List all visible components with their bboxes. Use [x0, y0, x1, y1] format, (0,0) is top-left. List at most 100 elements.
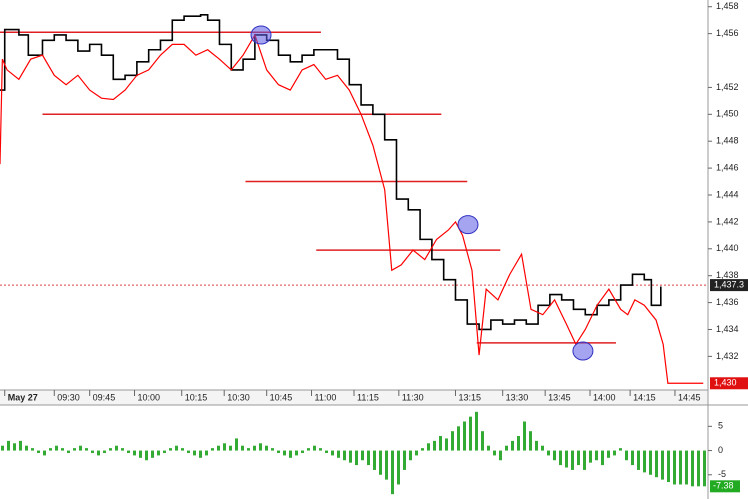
osc-bar: [559, 450, 562, 466]
osc-bar: [655, 450, 658, 478]
osc-bar: [223, 443, 226, 451]
osc-bar: [475, 411, 478, 451]
osc-bar: [205, 450, 208, 456]
x-tick-label: 14:15: [633, 392, 656, 402]
osc-bar: [211, 448, 214, 451]
osc-bar: [427, 443, 430, 451]
osc-bar: [151, 450, 154, 458]
osc-bar: [601, 450, 604, 466]
osc-bar: [127, 450, 130, 453]
osc-bar: [103, 450, 106, 453]
osc-tick-label: 5: [718, 421, 723, 431]
osc-bar: [463, 421, 466, 451]
osc-bar: [109, 448, 112, 451]
x-tick-label: 13:15: [458, 392, 481, 402]
osc-bar: [313, 445, 316, 451]
osc-bar: [379, 450, 382, 475]
osc-bar: [253, 445, 256, 451]
highlight-circle: [457, 215, 479, 235]
osc-bar: [1, 445, 4, 451]
x-tick-label: 10:00: [138, 392, 161, 402]
price-line: [0, 33, 704, 384]
osc-bar: [565, 450, 568, 468]
x-tick-label: 14:45: [678, 392, 701, 402]
x-tick-label: 10:30: [227, 392, 250, 402]
osc-bar: [217, 445, 220, 451]
osc-bar: [295, 450, 298, 456]
osc-bar: [637, 450, 640, 470]
osc-bar: [271, 448, 274, 451]
osc-bar: [229, 445, 232, 451]
osc-bar: [277, 450, 280, 453]
osc-bar: [67, 450, 70, 453]
osc-bar: [97, 450, 100, 456]
highlight-circle: [250, 25, 272, 45]
osc-bar: [697, 450, 700, 487]
osc-bar: [397, 450, 400, 485]
osc-bar: [61, 448, 64, 451]
osc-bar: [169, 448, 172, 451]
osc-bar: [31, 448, 34, 451]
osc-bar: [385, 450, 388, 480]
y-tick-label: 1,440: [716, 243, 739, 253]
osc-bar: [703, 450, 706, 487]
osc-bar: [445, 438, 448, 451]
osc-bar: [529, 431, 532, 451]
osc-bar: [583, 450, 586, 470]
osc-bar: [481, 431, 484, 451]
y-tick-label: 1,452: [716, 82, 739, 92]
osc-bar: [343, 450, 346, 461]
osc-bar: [337, 450, 340, 458]
osc-bar: [157, 450, 160, 456]
osc-bar: [643, 450, 646, 473]
osc-bar: [355, 450, 358, 466]
y-tick-label: 1,458: [716, 1, 739, 11]
osc-bar: [505, 445, 508, 451]
osc-last-box: [710, 480, 740, 493]
osc-bar: [121, 448, 124, 451]
osc-bar: [619, 448, 622, 451]
osc-bar: [625, 450, 628, 461]
x-tick-label: 13:30: [506, 392, 529, 402]
last-price-box: [710, 279, 748, 292]
y-tick-label: 1,438: [716, 270, 739, 280]
y-tick-label: 1,442: [716, 216, 739, 226]
osc-bar: [181, 448, 184, 451]
osc-bar: [247, 448, 250, 451]
osc-bar: [283, 450, 286, 456]
osc-bar: [325, 450, 328, 453]
x-tick-label: 09:30: [57, 392, 80, 402]
osc-bar: [547, 450, 550, 456]
osc-bar: [331, 450, 334, 456]
osc-bar: [493, 450, 496, 456]
osc-bar: [553, 450, 556, 461]
osc-bar: [595, 450, 598, 461]
osc-bar: [139, 450, 142, 458]
osc-bar: [685, 450, 688, 485]
osc-bar: [55, 445, 58, 451]
osc-bar: [607, 450, 610, 458]
osc-bar: [409, 450, 412, 461]
osc-bar: [175, 445, 178, 451]
osc-bar: [7, 440, 10, 451]
osc-bar: [115, 445, 118, 451]
osc-bar: [451, 431, 454, 451]
osc-bar: [589, 450, 592, 463]
osc-last-label: -7.38: [713, 481, 734, 491]
osc-bar: [649, 450, 652, 475]
osc-bar: [433, 440, 436, 451]
osc-tick-label: -5: [718, 469, 726, 479]
osc-bar: [241, 445, 244, 451]
x-tick-label: 11:30: [402, 392, 424, 402]
x-tick-label: 14:00: [593, 392, 616, 402]
osc-bar: [265, 445, 268, 451]
osc-bar: [541, 445, 544, 451]
osc-bar: [259, 443, 262, 451]
osc-bar: [373, 450, 376, 470]
osc-bar: [673, 450, 676, 485]
price-line: [0, 13, 662, 331]
osc-bar: [571, 450, 574, 470]
osc-bar: [679, 450, 682, 485]
osc-bar: [517, 436, 520, 451]
osc-bar: [613, 450, 616, 456]
